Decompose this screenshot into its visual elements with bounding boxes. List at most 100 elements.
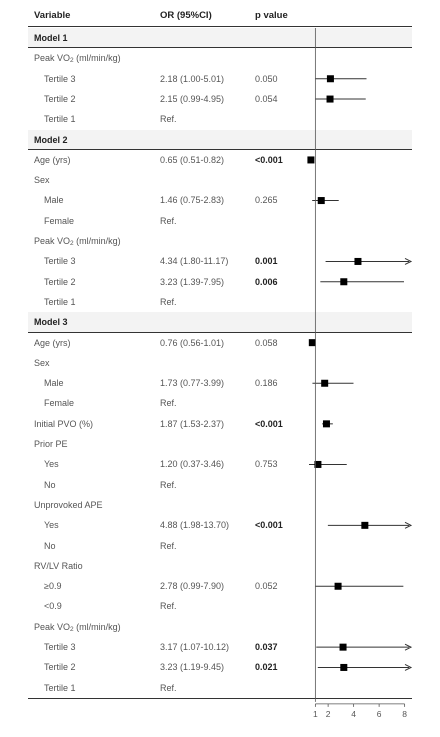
- or-ci-value: Ref.: [160, 540, 177, 551]
- variable-label: Yes: [44, 459, 59, 470]
- or-ci-value: 1.87 (1.53-2.37): [160, 418, 225, 429]
- or-ci-value: Ref.: [160, 398, 177, 409]
- ci-arrow: [404, 643, 413, 651]
- point-estimate: [339, 643, 347, 651]
- table-row: Tertile 1 Ref.: [0, 292, 440, 312]
- variable-label: Tertile 2: [44, 276, 76, 287]
- p-value: 0.050: [255, 73, 278, 84]
- header-or: OR (95%CI): [160, 10, 212, 21]
- or-ci-value: 4.88 (1.98-13.70): [160, 520, 230, 531]
- model-band: [28, 28, 412, 48]
- bottom-rule: [28, 697, 412, 700]
- variable-label: Peak VO2 (ml/min/kg): [34, 53, 121, 65]
- table-row: Tertile 2 2.15 (0.99-4.95) 0.054: [0, 89, 440, 109]
- p-value: 0.054: [255, 93, 278, 104]
- table-row: Yes 1.20 (0.37-3.46) 0.753: [0, 454, 440, 474]
- table-row: Tertile 2 3.23 (1.19-9.45) 0.021: [0, 657, 440, 677]
- or-ci-value: 3.17 (1.07-10.12): [160, 642, 230, 652]
- subscript: 2: [70, 57, 74, 65]
- or-ci-value: Ref.: [160, 479, 177, 490]
- variable-label: Sex: [34, 357, 50, 368]
- variable-label: Male: [44, 195, 64, 206]
- table-row: Male 1.73 (0.77-3.99) 0.186: [0, 373, 440, 393]
- or-ci-value: Ref.: [160, 114, 177, 125]
- model-rule: [28, 331, 412, 333]
- point-estimate: [308, 339, 316, 347]
- variable-label: No: [44, 540, 56, 551]
- table-row: Age (yrs) 0.65 (0.51-0.82) <0.001: [0, 150, 440, 170]
- model-band: [28, 129, 412, 150]
- point-estimate: [326, 75, 334, 83]
- table-row: Female Ref.: [0, 393, 440, 413]
- table-row: Tertile 3 3.17 (1.07-10.12) 0.037: [0, 637, 440, 657]
- point-estimate: [322, 420, 330, 428]
- variable-label: Tertile 1: [44, 114, 76, 125]
- table-row: Male 1.46 (0.75-2.83) 0.265: [0, 190, 440, 210]
- table-row: Peak VO2 (ml/min/kg): [0, 617, 440, 637]
- p-value: 0.753: [255, 459, 278, 470]
- p-value: 0.001: [255, 256, 278, 267]
- model-rule: [28, 47, 412, 49]
- p-value: 0.265: [255, 195, 278, 206]
- variable-label: Female: [44, 398, 75, 409]
- point-estimate: [354, 257, 362, 265]
- variable-label: Peak VO2 (ml/min/kg): [34, 236, 121, 247]
- variable-label: Tertile 1: [44, 682, 76, 693]
- variable-label: Age (yrs): [34, 154, 71, 165]
- x-tick-label: 2: [326, 709, 331, 719]
- header-p-value: p value: [255, 10, 288, 21]
- or-ci-value: 3.23 (1.39-7.95): [160, 276, 225, 287]
- table-row: Sex: [0, 353, 440, 373]
- variable-label: Prior PE: [34, 439, 68, 449]
- variable-label: Tertile 3: [44, 256, 76, 267]
- table-row: ≥0.9 2.78 (0.99-7.90) 0.052: [0, 576, 440, 596]
- ci-arrow: [404, 258, 413, 265]
- p-value: <0.001: [255, 154, 283, 165]
- variable-label: Tertile 3: [44, 642, 76, 652]
- x-tick-label: 8: [402, 709, 407, 719]
- table-row: Tertile 3 4.34 (1.80-11.17) 0.001: [0, 251, 440, 271]
- unit-label: (ml/min/kg): [73, 621, 121, 632]
- variable-label: Tertile 2: [44, 662, 76, 673]
- variable-label: Tertile 2: [44, 93, 76, 104]
- model-title: Model 1: [34, 33, 68, 43]
- or-ci-value: 2.78 (0.99-7.90): [160, 581, 225, 592]
- p-value: 0.186: [255, 378, 278, 389]
- variable-label: Initial PVO (%): [34, 418, 94, 429]
- variable-label: Tertile 3: [44, 73, 76, 84]
- table-row: Initial PVO (%) 1.87 (1.53-2.37) <0.001: [0, 414, 440, 434]
- table-row: Unprovoked APE: [0, 495, 440, 515]
- x-tick-label: 4: [351, 709, 356, 719]
- p-value: <0.001: [255, 418, 283, 429]
- table-row: Tertile 2 3.23 (1.39-7.95) 0.006: [0, 272, 440, 292]
- variable-label: Yes: [44, 520, 59, 531]
- point-estimate: [321, 379, 329, 387]
- p-value: <0.001: [255, 520, 283, 531]
- or-ci-value: 2.18 (1.00-5.01): [160, 73, 225, 84]
- variable-label: Peak VO2 (ml/min/kg): [34, 621, 121, 633]
- header-rule: [28, 26, 412, 28]
- point-estimate: [317, 197, 325, 205]
- p-value: 0.021: [255, 662, 278, 673]
- point-estimate: [340, 663, 348, 671]
- or-ci-value: Ref.: [160, 601, 177, 612]
- variable-label: Male: [44, 378, 64, 389]
- or-ci-value: 1.20 (0.37-3.46): [160, 459, 225, 470]
- model-title-row: Model 1: [0, 28, 440, 48]
- subscript: 2: [70, 625, 74, 633]
- table-row: Sex: [0, 170, 440, 190]
- p-value: 0.052: [255, 581, 278, 592]
- or-ci-value: 0.76 (0.56-1.01): [160, 337, 225, 348]
- table-row: Age (yrs) 0.76 (0.56-1.01) 0.058: [0, 333, 440, 353]
- table-row: No Ref.: [0, 475, 440, 495]
- point-estimate: [340, 278, 348, 286]
- variable-label: Unprovoked APE: [34, 499, 103, 510]
- table-row: <0.9 Ref.: [0, 596, 440, 616]
- model-title-row: Model 2: [0, 130, 440, 150]
- subscript: 2: [70, 240, 74, 247]
- or-ci-value: Ref.: [160, 682, 177, 693]
- or-ci-value: 2.15 (0.99-4.95): [160, 93, 225, 104]
- or-ci-value: 4.34 (1.80-11.17): [160, 256, 229, 267]
- model-title: Model 3: [34, 317, 68, 328]
- or-ci-value: Ref.: [160, 296, 177, 307]
